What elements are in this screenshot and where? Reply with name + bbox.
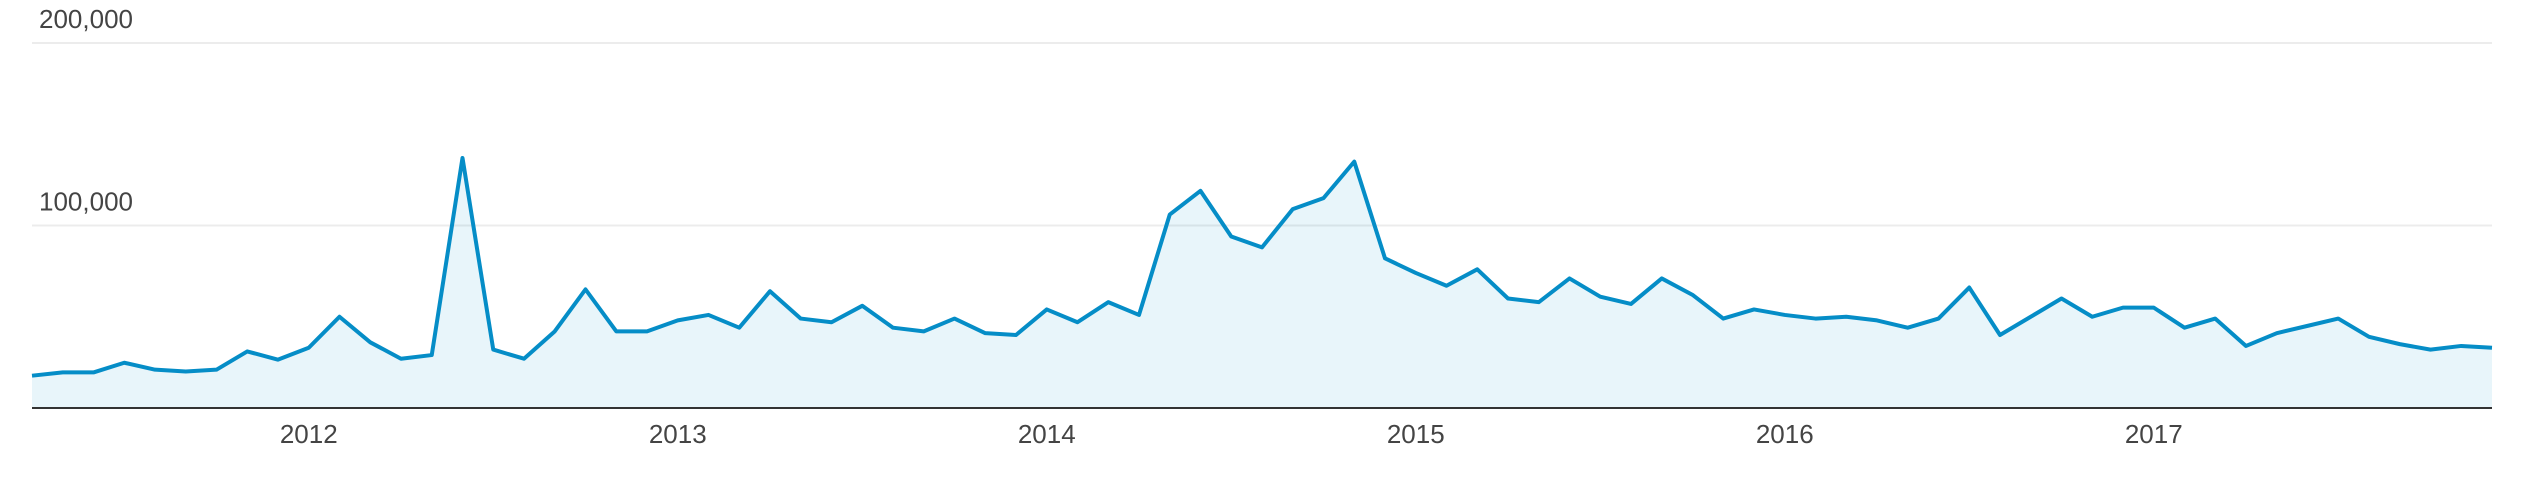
x-tick-label: 2015 bbox=[1387, 419, 1445, 449]
x-tick-label: 2014 bbox=[1018, 419, 1076, 449]
x-tick-label: 2013 bbox=[649, 419, 707, 449]
area bbox=[32, 157, 2492, 408]
y-tick-label: 200,000 bbox=[39, 4, 133, 34]
x-tick-label: 2016 bbox=[1756, 419, 1814, 449]
x-tick-label: 2012 bbox=[280, 419, 338, 449]
y-tick-label: 100,000 bbox=[39, 186, 133, 216]
x-tick-label: 2017 bbox=[2125, 419, 2183, 449]
line bbox=[31, 155, 2493, 378]
